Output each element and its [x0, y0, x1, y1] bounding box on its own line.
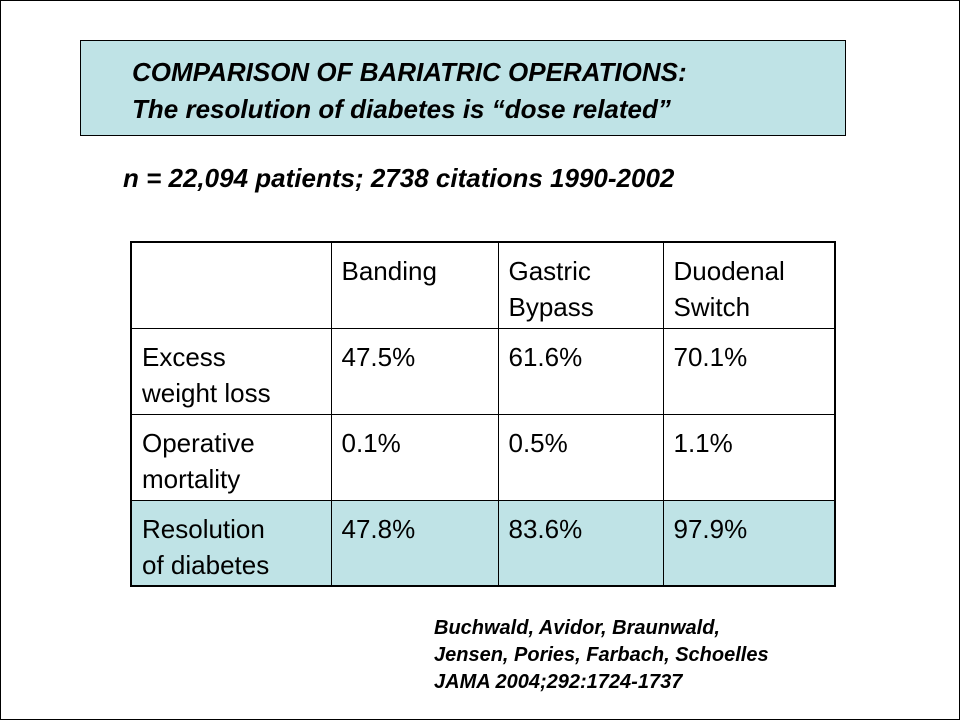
row-label-cell: Operative mortality [130, 413, 332, 501]
title-line-2: The resolution of diabetes is “dose rela… [132, 94, 671, 124]
row-label: of diabetes [142, 549, 270, 580]
citation-line: Buchwald, Avidor, Braunwald, [434, 617, 720, 639]
header-text: Duodenal [673, 256, 785, 286]
value-cell: 61.6% [497, 327, 664, 415]
citation: Buchwald, Avidor, Braunwald, Jensen, Por… [434, 615, 769, 696]
row-label: mortality [142, 463, 241, 494]
row-label: Excess [142, 341, 226, 372]
header-cell-banding: Banding [330, 241, 499, 329]
table-row-highlighted: Resolution of diabetes 47.8% 83.6% 97.9% [130, 499, 836, 587]
citation-line: Jensen, Pories, Farbach, Schoelles [434, 644, 769, 666]
row-label-cell: Resolution of diabetes [130, 499, 332, 587]
header-cell-duodenal-switch: Duodenal Switch [662, 241, 836, 329]
citation-line: JAMA 2004;292:1724-1737 [434, 671, 683, 693]
table-row: Operative mortality 0.1% 0.5% 1.1% [130, 413, 836, 501]
subtitle: n = 22,094 patients; 2738 citations 1990… [123, 163, 675, 193]
value-cell: 0.1% [330, 413, 499, 501]
header-text: Bypass [508, 292, 594, 322]
value-cell: 0.5% [497, 413, 664, 501]
row-label: weight loss [142, 377, 271, 408]
header-text: Switch [673, 292, 751, 322]
header-text: Banding [341, 256, 437, 286]
header-cell-gastric-bypass: Gastric Bypass [497, 241, 664, 329]
header-text: Gastric [508, 256, 591, 286]
table-header-row: Banding Gastric Bypass Duodenal Switch [130, 241, 836, 329]
title-box: COMPARISON OF BARIATRIC OPERATIONS: The … [80, 40, 846, 136]
value-cell: 47.8% [330, 499, 499, 587]
value-cell: 83.6% [497, 499, 664, 587]
table-row: Excess weight loss 47.5% 61.6% 70.1% [130, 327, 836, 415]
value-cell: 97.9% [662, 499, 836, 587]
header-cell-empty [130, 241, 332, 329]
value-cell: 1.1% [662, 413, 836, 501]
row-label: Resolution [142, 513, 265, 544]
comparison-table: Banding Gastric Bypass Duodenal Switch E… [130, 241, 836, 587]
row-label-cell: Excess weight loss [130, 327, 332, 415]
value-cell: 47.5% [330, 327, 499, 415]
row-label: Operative [142, 427, 255, 458]
value-cell: 70.1% [662, 327, 836, 415]
title-line-1: COMPARISON OF BARIATRIC OPERATIONS: [132, 57, 687, 87]
